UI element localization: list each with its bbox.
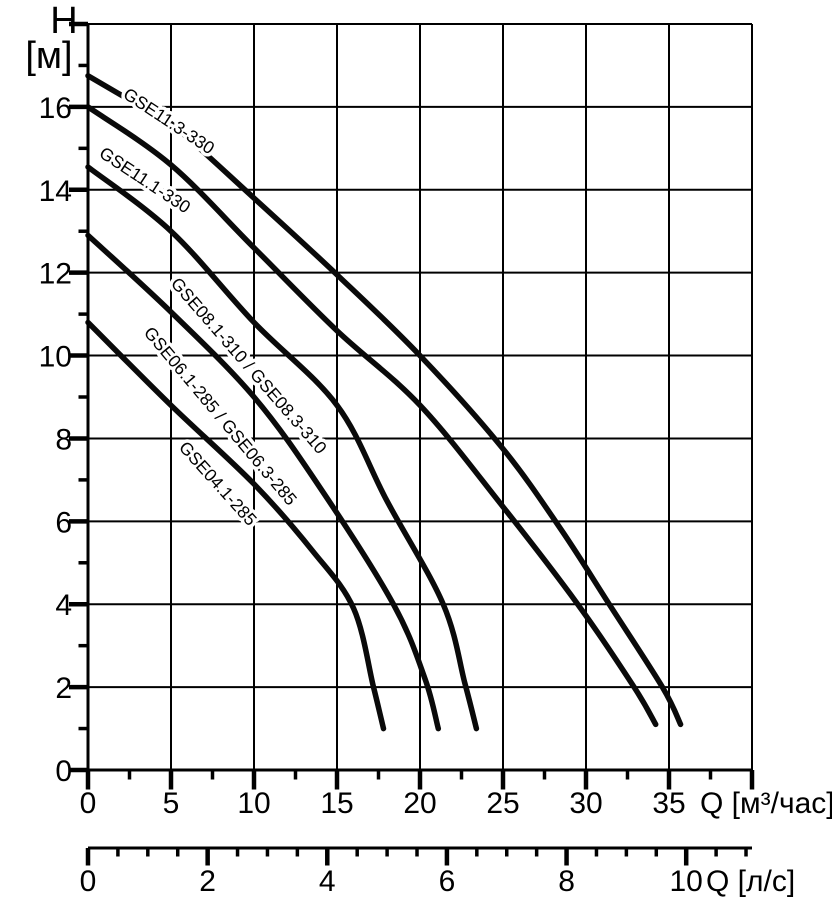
lps-tick-label-2: 2 — [199, 865, 216, 898]
y-axis-unit-label: [м] — [25, 35, 72, 77]
curve-gse04-1-285 — [85, 319, 387, 732]
x-tick-label-5: 5 — [163, 787, 180, 820]
lps-tick-label-6: 6 — [439, 865, 456, 898]
lps-tick-label-4: 4 — [319, 865, 336, 898]
y-tick-label-4: 4 — [55, 589, 72, 622]
curve-gse08-1-310-gse08-3-310 — [85, 164, 480, 732]
y-tick-label-14: 14 — [39, 175, 72, 208]
y-tick-label-6: 6 — [55, 506, 72, 539]
curve-gse11-3-330 — [85, 73, 684, 728]
x-tick-label-35: 35 — [652, 787, 685, 820]
y-tick-label-16: 16 — [39, 92, 72, 125]
x-axis-title: Q [м³/час] — [700, 787, 832, 820]
lps-tick-label-0: 0 — [80, 865, 97, 898]
x-tick-label-15: 15 — [320, 787, 353, 820]
x-tick-label-0: 0 — [80, 787, 97, 820]
curve-label-gse11-3-330: GSE11.3-330 — [120, 84, 219, 159]
lps-tick-label-8: 8 — [558, 865, 575, 898]
curve-gse11-1-330 — [85, 104, 659, 728]
x-tick-label-30: 30 — [569, 787, 602, 820]
y-tick-label-2: 2 — [55, 672, 72, 705]
secondary-x-axis-title: Q [л/с] — [706, 865, 795, 898]
lps-tick-label-10: 10 — [670, 865, 703, 898]
curve-gse06-1-285-gse06-3-285 — [85, 232, 442, 732]
x-tick-label-20: 20 — [403, 787, 436, 820]
y-tick-label-0: 0 — [55, 755, 72, 788]
y-tick-label-12: 12 — [39, 258, 72, 291]
x-tick-label-10: 10 — [237, 787, 270, 820]
y-tick-label-8: 8 — [55, 423, 72, 456]
x-tick-label-25: 25 — [486, 787, 519, 820]
y-axis-title: H — [50, 0, 77, 42]
y-tick-label-10: 10 — [39, 341, 72, 374]
